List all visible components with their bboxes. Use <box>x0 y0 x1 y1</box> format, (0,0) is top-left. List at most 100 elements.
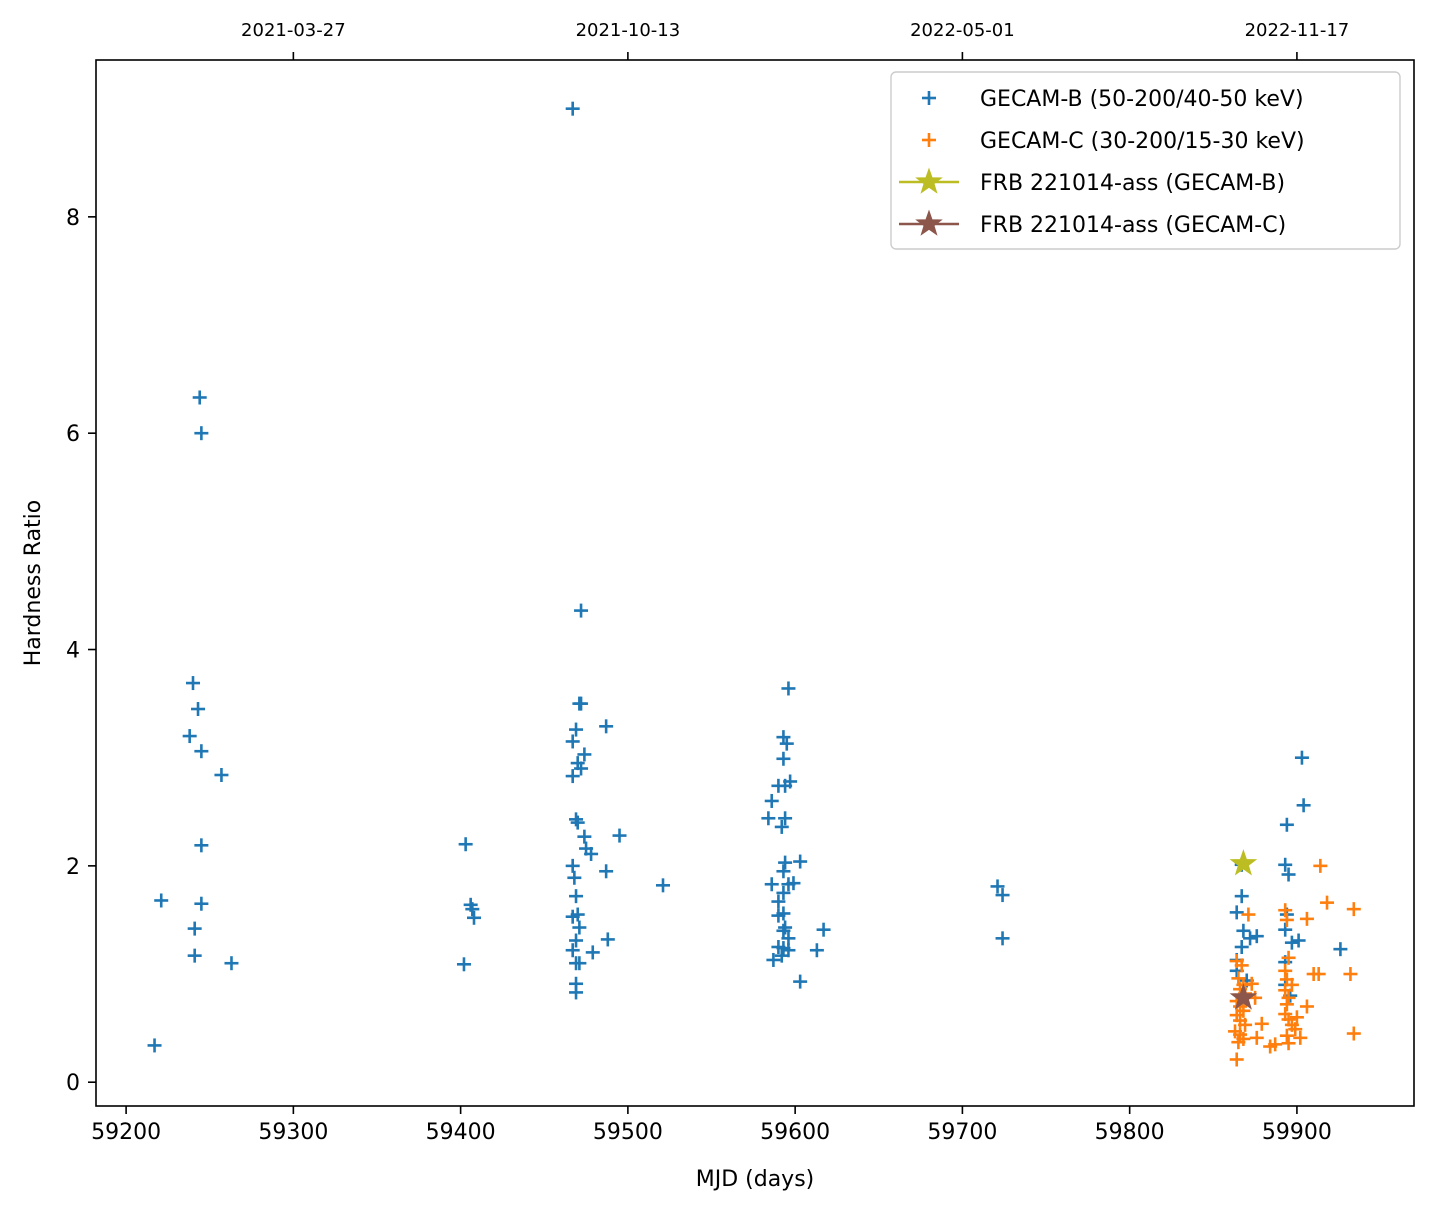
data-point-s1-14 <box>224 956 239 971</box>
data-point-s1-81 <box>774 948 789 963</box>
data-point-s1-36 <box>567 870 582 885</box>
y-tick-label: 2 <box>66 855 80 880</box>
data-point-s1-27 <box>574 761 589 776</box>
x-tick-label: 59700 <box>927 1120 997 1145</box>
data-point-s2-39 <box>1284 977 1299 992</box>
data-point-s2-17 <box>1229 1052 1244 1067</box>
legend-label: GECAM-B (50-200/40-50 keV) <box>980 87 1304 112</box>
data-point-s1-94 <box>1243 931 1258 946</box>
data-point-s1-46 <box>569 985 584 1000</box>
data-point-s1-35 <box>565 858 580 873</box>
data-point-s1-99 <box>1281 867 1296 882</box>
data-point-s1-60 <box>764 793 779 808</box>
data-point-s2-19 <box>1244 976 1259 991</box>
data-point-s2-41 <box>1293 1030 1308 1045</box>
data-point-s1-104 <box>1278 922 1293 937</box>
x-tick-label: 59200 <box>91 1120 161 1145</box>
data-point-s1-21 <box>574 603 589 618</box>
data-point-s2-2 <box>1234 958 1249 973</box>
data-point-s2-36 <box>1288 1022 1303 1037</box>
legend-entry-4: FRB 221014-ass (GECAM-C) <box>899 209 1286 238</box>
data-point-s2-37 <box>1279 1028 1294 1043</box>
legend-star-icon <box>915 167 943 194</box>
x-tick-label: 59300 <box>258 1120 328 1145</box>
data-point-s1-28 <box>577 747 592 762</box>
x-axis-label: MJD (days) <box>696 1167 815 1192</box>
data-point-s2-32 <box>1279 997 1294 1012</box>
top-tick-label: 2022-05-01 <box>910 20 1015 41</box>
data-point-s2-28 <box>1278 963 1293 978</box>
data-point-s1-85 <box>990 879 1005 894</box>
legend-entry-2: GECAM-C (30-200/15-30 keV) <box>922 129 1305 154</box>
legend-plus-icon <box>922 91 936 105</box>
data-point-s2-46 <box>1313 858 1328 873</box>
data-point-s1-87 <box>995 931 1010 946</box>
series-3 <box>1229 849 1258 876</box>
data-point-s1-52 <box>656 878 671 893</box>
data-point-s2-42 <box>1299 911 1314 926</box>
data-point-s1-91 <box>1236 923 1251 938</box>
data-point-s1-59 <box>778 778 793 793</box>
legend-label: FRB 221014-ass (GECAM-B) <box>980 171 1285 196</box>
y-tick-label: 0 <box>66 1071 80 1096</box>
data-point-s1-105 <box>1284 935 1299 950</box>
data-point-s1-37 <box>569 889 584 904</box>
data-point-s1-9 <box>194 896 209 911</box>
data-point-s2-21 <box>1249 1030 1264 1045</box>
x-tick-label: 59900 <box>1262 1120 1332 1145</box>
data-point-s1-108 <box>1333 942 1348 957</box>
data-point-s1-44 <box>572 956 587 971</box>
data-point-s1-55 <box>779 736 794 751</box>
data-point-s1-40 <box>572 920 587 935</box>
data-point-s1-50 <box>600 932 615 947</box>
plot-frame <box>95 59 1415 1107</box>
data-point-s2-25 <box>1278 903 1293 918</box>
data-point-s1-4 <box>182 729 197 744</box>
data-point-s1-89 <box>1234 889 1249 904</box>
data-point-s1-12 <box>194 426 209 441</box>
data-point-s1-29 <box>565 769 580 784</box>
top-tick-label: 2021-03-27 <box>241 20 346 41</box>
data-point-s1-54 <box>776 730 791 745</box>
data-point-s1-39 <box>565 909 580 924</box>
data-point-s1-34 <box>584 846 599 861</box>
x-tick-label: 59800 <box>1095 1120 1165 1145</box>
legend-plus-icon <box>922 133 936 147</box>
data-point-s1-65 <box>793 854 808 869</box>
data-point-s2-45 <box>1311 967 1326 982</box>
data-point-s1-7 <box>187 921 202 936</box>
data-point-s1-66 <box>776 864 791 879</box>
data-point-s1-74 <box>778 920 793 935</box>
data-point-s1-75 <box>776 923 791 938</box>
data-point-s1-23 <box>574 696 589 711</box>
data-point-s1-41 <box>569 933 584 948</box>
data-point-s1-83 <box>809 943 824 958</box>
legend-label: GECAM-C (30-200/15-30 keV) <box>980 129 1305 154</box>
data-point-s1-31 <box>570 815 585 830</box>
legend-label: FRB 221014-ass (GECAM-C) <box>980 213 1286 238</box>
data-point-s1-2 <box>154 893 169 908</box>
data-point-s1-101 <box>1296 798 1311 813</box>
data-point-s1-16 <box>456 957 471 972</box>
legend-entry-1: GECAM-B (50-200/40-50 keV) <box>922 87 1304 112</box>
data-point-s1-30 <box>569 812 584 827</box>
data-point-s1-62 <box>778 811 793 826</box>
data-point-s1-102 <box>1294 750 1309 765</box>
data-point-s1-80 <box>766 952 781 967</box>
data-point-s1-84 <box>793 974 808 989</box>
data-point-s1-100 <box>1279 817 1294 832</box>
data-point-s2-47 <box>1320 895 1335 910</box>
data-point-s1-76 <box>781 931 796 946</box>
data-point-s1-56 <box>776 751 791 766</box>
data-point-s1-86 <box>995 888 1010 903</box>
data-point-s2-26 <box>1279 912 1294 927</box>
data-point-s2-49 <box>1346 902 1361 917</box>
top-tick-label: 2022-11-17 <box>1245 20 1350 41</box>
data-point-s2-12 <box>1238 1017 1253 1032</box>
data-point-s1-10 <box>194 838 209 853</box>
data-point-s2-27 <box>1281 950 1296 965</box>
data-point-s1-32 <box>577 829 592 844</box>
data-point-s1-13 <box>214 768 229 783</box>
data-point-s1-90 <box>1229 905 1244 920</box>
